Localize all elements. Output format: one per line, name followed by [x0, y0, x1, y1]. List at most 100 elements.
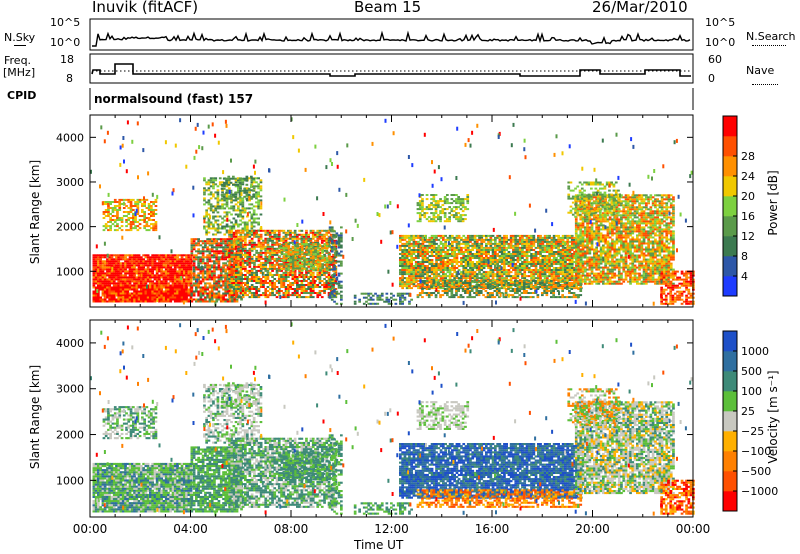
heatmap-cell: [113, 209, 117, 211]
heatmap-cell: [262, 239, 265, 242]
heatmap-cell: [362, 302, 366, 305]
heatmap-cell: [478, 253, 481, 255]
heatmap-cell: [224, 250, 228, 253]
heatmap-cell: [337, 274, 341, 277]
heatmap-cell: [451, 281, 454, 284]
heatmap-cell: [453, 236, 456, 239]
heatmap-cell: [239, 274, 243, 276]
heatmap-cell: [334, 296, 338, 299]
heatmap-cell: [187, 282, 191, 285]
heatmap-cell: [307, 259, 311, 262]
heatmap-cell: [132, 215, 135, 217]
heatmap-cell: [216, 229, 220, 232]
heatmap-cell: [171, 254, 175, 257]
heatmap-cell: [246, 221, 249, 224]
heatmap-cell: [327, 229, 331, 232]
heatmap-cell: [97, 260, 100, 263]
heatmap-cell: [250, 241, 254, 244]
heatmap-cell: [97, 256, 100, 259]
heatmap-cell: [340, 262, 343, 265]
heatmap-cell: [494, 279, 497, 282]
heatmap-cell: [482, 240, 486, 243]
heatmap-cell: [192, 248, 196, 251]
heatmap-cell: [92, 264, 96, 267]
heatmap-cell: [485, 259, 488, 261]
heatmap-cell: [99, 284, 102, 287]
heatmap-cell: [176, 280, 179, 283]
heatmap-cell: [405, 279, 409, 282]
heatmap-cell: [173, 280, 177, 283]
heatmap-cell: [226, 298, 230, 301]
heatmap-cell: [149, 286, 152, 289]
heatmap-cell: [437, 267, 441, 269]
heatmap-cell: [113, 201, 117, 203]
heatmap-cell: [328, 257, 331, 260]
heatmap-cell: [283, 257, 286, 260]
heatmap-cell: [135, 258, 139, 261]
heatmap-cell: [189, 278, 193, 281]
heatmap-cell: [380, 298, 384, 301]
heatmap-cell: [160, 282, 163, 285]
heatmap-cell: [154, 229, 158, 232]
heatmap-cell: [153, 294, 157, 297]
heatmap-cell: [266, 255, 270, 258]
heatmap-cell: [444, 263, 447, 265]
heatmap-cell: [248, 286, 252, 288]
heatmap-cell: [223, 233, 227, 236]
heatmap-cell: [257, 207, 260, 210]
heatmap-cell: [264, 247, 268, 250]
heatmap-cell: [494, 269, 497, 271]
heatmap-cell: [171, 298, 175, 301]
heatmap-cell: [209, 181, 213, 184]
heatmap-cell: [226, 290, 230, 293]
heatmap-cell: [115, 266, 118, 269]
heatmap-cell: [329, 276, 333, 278]
heatmap-cell: [325, 237, 329, 240]
heatmap-cell: [197, 282, 200, 285]
heatmap-cell: [282, 280, 286, 282]
heatmap-cell: [455, 246, 459, 249]
heatmap-cell: [428, 261, 432, 263]
heatmap-cell: [423, 261, 427, 263]
heatmap-cell: [146, 278, 150, 281]
heatmap-cell: [201, 246, 205, 249]
heatmap-cell: [185, 298, 188, 301]
heatmap-cell: [106, 284, 109, 287]
heatmap-cell: [212, 215, 215, 218]
heatmap-cell: [219, 238, 223, 241]
heatmap-cell: [320, 284, 324, 286]
heatmap-cell: [143, 201, 146, 203]
heatmap-cell: [248, 241, 252, 244]
heatmap-cell: [433, 267, 436, 269]
heatmap-cell: [455, 253, 459, 255]
heatmap-cell: [496, 271, 499, 274]
heatmap-cell: [399, 240, 402, 243]
heatmap-cell: [316, 257, 320, 260]
heatmap-cell: [264, 278, 268, 280]
heatmap-cell: [232, 209, 236, 212]
heatmap-cell: [143, 205, 146, 207]
heatmap-cell: [164, 288, 168, 291]
heatmap-cell: [237, 271, 240, 274]
heatmap-cell: [237, 241, 240, 244]
heatmap-cell: [305, 271, 308, 274]
heatmap-cell: [462, 246, 466, 249]
heatmap-cell: [128, 296, 132, 299]
heatmap-cell: [457, 253, 461, 255]
heatmap-cell: [205, 221, 208, 224]
heatmap-cell: [298, 257, 301, 260]
heatmap-cell: [241, 288, 245, 290]
heatmap-cell: [180, 300, 184, 303]
heatmap-cell: [466, 238, 470, 241]
heatmap-cell: [122, 198, 126, 201]
heatmap-cell: [149, 262, 152, 265]
heatmap-cell: [144, 254, 148, 257]
heatmap-cell: [320, 233, 324, 236]
heatmap-cell: [183, 270, 186, 273]
heatmap-cell: [309, 271, 313, 274]
heatmap-cell: [280, 263, 284, 266]
heatmap-cell: [239, 278, 243, 280]
heatmap-cell: [475, 234, 479, 237]
heatmap-cell: [183, 272, 186, 275]
heatmap-cell: [133, 294, 136, 297]
